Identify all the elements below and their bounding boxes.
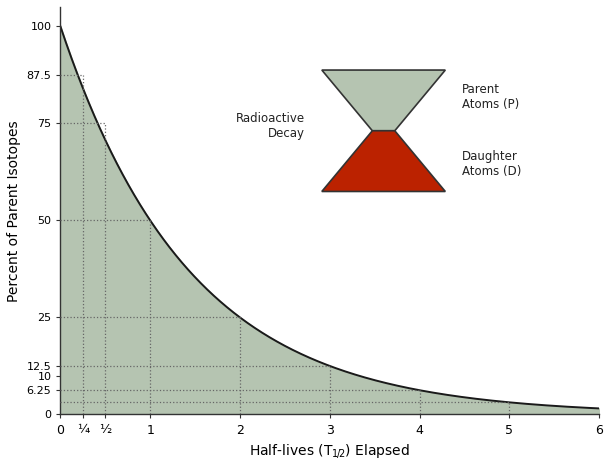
PathPatch shape [322, 70, 445, 131]
X-axis label: Half-lives (T$_{1\!/\!2}$) Elapsed: Half-lives (T$_{1\!/\!2}$) Elapsed [249, 442, 410, 460]
PathPatch shape [322, 131, 445, 191]
Y-axis label: Percent of Parent Isotopes: Percent of Parent Isotopes [7, 120, 21, 302]
Text: Daughter
Atoms (D): Daughter Atoms (D) [462, 150, 522, 178]
Text: Parent
Atoms (P): Parent Atoms (P) [462, 84, 519, 111]
Text: Radioactive
Decay: Radioactive Decay [236, 112, 305, 140]
